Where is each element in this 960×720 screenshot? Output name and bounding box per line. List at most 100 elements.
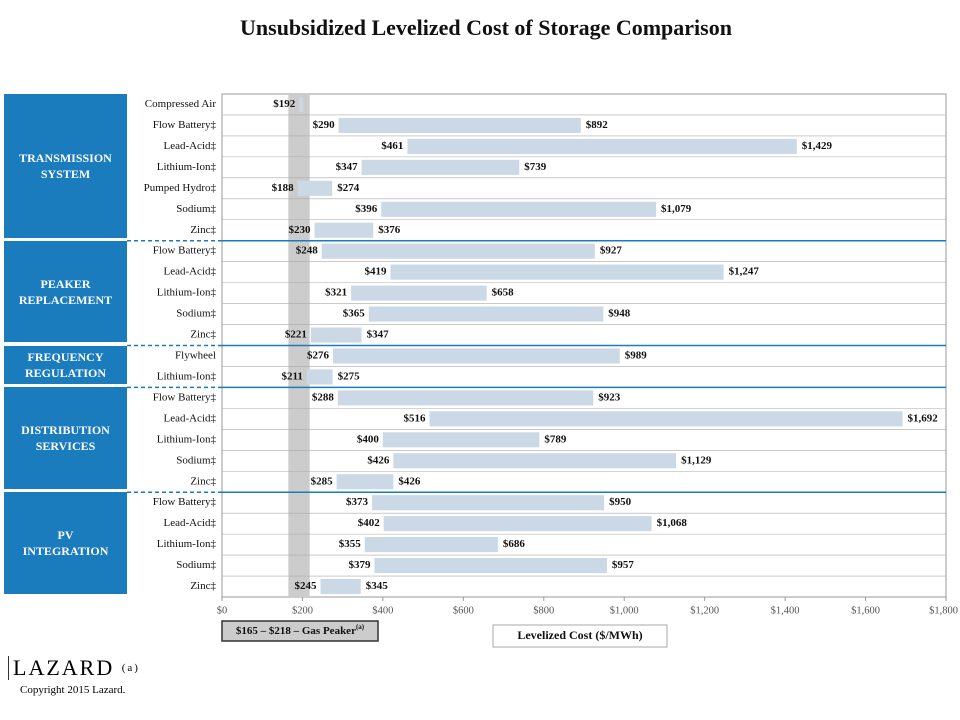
value-label: $950 <box>609 496 632 508</box>
y-tick-label: Zinc‡ <box>190 224 216 236</box>
value-label: $373 <box>346 496 369 508</box>
value-label: $426 <box>398 475 421 487</box>
y-tick-label: Lead-Acid‡ <box>163 517 216 529</box>
y-tick-label: Lead-Acid‡ <box>163 266 216 278</box>
value-label: $686 <box>503 538 526 550</box>
y-tick-label: Lithium-Ion‡ <box>157 370 217 382</box>
value-label: $927 <box>600 245 623 257</box>
y-tick-label: Sodium‡ <box>176 454 216 466</box>
y-tick-label: Zinc‡ <box>190 329 216 341</box>
value-label: $1,129 <box>681 454 712 466</box>
value-label: $419 <box>365 266 388 278</box>
bar <box>321 243 595 259</box>
x-tick-label: $1,600 <box>851 605 880 616</box>
value-label: $789 <box>544 433 567 445</box>
bar <box>383 516 652 532</box>
band-note: (a) <box>356 623 365 631</box>
value-label: $989 <box>625 350 648 362</box>
value-label: $274 <box>337 182 360 194</box>
bar <box>368 306 604 322</box>
y-tick-label: Zinc‡ <box>190 475 216 487</box>
value-label: $892 <box>586 119 609 131</box>
y-tick-label: Compressed Air <box>145 98 217 110</box>
y-tick-label: Sodium‡ <box>176 559 216 571</box>
bar <box>393 453 677 469</box>
y-tick-label: Lithium-Ion‡ <box>157 538 217 550</box>
value-label: $376 <box>378 224 401 236</box>
value-label: $658 <box>492 287 515 299</box>
value-label: $347 <box>367 329 390 341</box>
value-label: $426 <box>367 454 390 466</box>
value-label: $288 <box>312 391 335 403</box>
value-label: $402 <box>358 517 381 529</box>
value-label: $230 <box>289 224 312 236</box>
y-tick-label: Flow Battery‡ <box>153 496 217 508</box>
value-label: $248 <box>296 245 319 257</box>
y-tick-label: Flywheel <box>175 350 216 362</box>
value-label: $957 <box>612 559 635 571</box>
logo: LAZARD (a) <box>8 656 140 680</box>
bar <box>364 537 498 553</box>
bar <box>381 201 656 217</box>
y-tick-label: Zinc‡ <box>190 580 216 592</box>
group-label: PEAKER REPLACEMENT <box>4 240 127 343</box>
copyright: Copyright 2015 Lazard. <box>20 684 126 696</box>
value-label: $347 <box>336 161 359 173</box>
bar <box>310 327 362 343</box>
value-label: $923 <box>598 391 621 403</box>
bar <box>361 159 520 175</box>
bar <box>306 369 333 385</box>
value-label: $1,247 <box>729 266 760 278</box>
bar <box>338 117 581 133</box>
value-label: $275 <box>338 370 361 382</box>
value-label: $379 <box>348 559 371 571</box>
value-label: $1,692 <box>908 412 939 424</box>
value-label: $290 <box>313 119 336 131</box>
group-label: DISTRIBUTION SERVICES <box>4 387 127 490</box>
y-tick-label: Flow Battery‡ <box>153 245 217 257</box>
x-tick-label: $1,800 <box>929 605 958 616</box>
bar <box>337 390 594 406</box>
x-tick-label: $1,400 <box>771 605 800 616</box>
y-tick-label: Flow Battery‡ <box>153 119 217 131</box>
y-tick-label: Pumped Hydro‡ <box>144 182 217 194</box>
value-label: $276 <box>307 350 330 362</box>
logo-text: LAZARD <box>13 655 115 680</box>
y-tick-label: Sodium‡ <box>176 203 216 215</box>
y-tick-label: Sodium‡ <box>176 308 216 320</box>
value-label: $1,079 <box>661 203 692 215</box>
value-label: $396 <box>355 203 378 215</box>
y-tick-label: Lithium-Ion‡ <box>157 433 217 445</box>
bar <box>297 180 333 196</box>
x-tick-label: $0 <box>217 605 228 616</box>
bar <box>333 348 620 364</box>
y-tick-label: Lead-Acid‡ <box>163 412 216 424</box>
band-legend-label: $165 – $218 – Gas Peaker(a) <box>236 623 365 637</box>
band-label: $165 – $218 – Gas Peaker <box>236 625 356 637</box>
x-tick-label: $400 <box>372 605 393 616</box>
x-tick-label: $600 <box>453 605 474 616</box>
bar <box>390 264 724 280</box>
chart-title: Unsubsidized Levelized Cost of Storage C… <box>240 15 732 40</box>
value-label: $211 <box>281 370 302 382</box>
value-label: $221 <box>285 329 307 341</box>
value-label: $739 <box>524 161 547 173</box>
logo-note: (a) <box>121 662 140 674</box>
bar <box>382 432 540 448</box>
value-label: $1,068 <box>657 517 688 529</box>
bar <box>429 411 903 427</box>
bar <box>314 222 374 238</box>
value-label: $948 <box>608 308 631 320</box>
value-label: $285 <box>311 475 334 487</box>
group-label: PV INTEGRATION <box>4 492 127 594</box>
value-label: $188 <box>272 182 295 194</box>
value-label: $400 <box>357 433 380 445</box>
y-tick-label: Lead-Acid‡ <box>163 140 216 152</box>
bar <box>299 96 304 113</box>
x-tick-label: $200 <box>292 605 313 616</box>
y-tick-label: Lithium-Ion‡ <box>157 287 217 299</box>
axis-label-box <box>492 624 668 648</box>
x-tick-label: $1,200 <box>690 605 719 616</box>
